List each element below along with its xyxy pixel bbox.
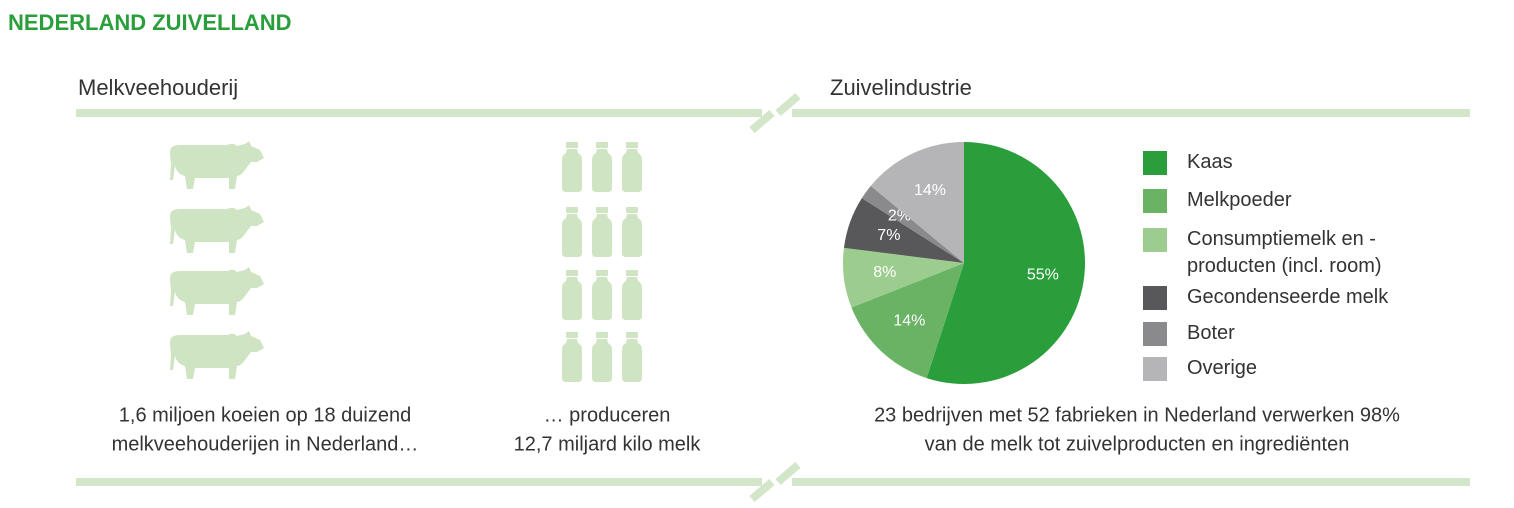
- slice-label: 14%: [914, 182, 946, 199]
- legend-label: Gecondenseerde melk: [1187, 286, 1389, 308]
- legend-swatch: [1143, 286, 1167, 310]
- legend-swatch: [1143, 151, 1167, 175]
- slice-label: 7%: [877, 227, 900, 244]
- caption-line: melkveehouderijen in Nederland…: [112, 433, 419, 455]
- legend-label: Consumptiemelk en -producten (incl. room…: [1187, 228, 1382, 277]
- pie-slice: [851, 263, 964, 379]
- legend-label: Kaas: [1187, 151, 1233, 173]
- legend-label: Overige: [1187, 357, 1258, 379]
- legend-item: Consumptiemelk en -producten (incl. room…: [1143, 228, 1427, 280]
- pie-slice: [870, 142, 964, 263]
- caption-line: van de melk tot zuivelproducten en ingre…: [925, 433, 1350, 455]
- legend-label: Melkpoeder: [1187, 189, 1292, 211]
- page-title: NEDERLAND ZUIVELLAND: [8, 10, 292, 35]
- legend-swatch: [1143, 357, 1167, 381]
- caption-line: 12,7 miljard kilo melk: [514, 433, 702, 455]
- section-heading: Zuivelindustrie: [830, 75, 972, 100]
- caption-line: 1,6 miljoen koeien op 18 duizend: [119, 404, 411, 426]
- divider-band: [76, 92, 1470, 503]
- cow-icons: [170, 141, 264, 379]
- caption-line: 23 bedrijven met 52 fabrieken in Nederla…: [874, 404, 1400, 426]
- legend-item: Overige: [1143, 357, 1467, 382]
- pie-slice: [861, 185, 964, 263]
- section-heading: Melkveehouderij: [78, 75, 238, 100]
- legend-swatch: [1143, 228, 1167, 252]
- pie-slice: [926, 142, 1085, 385]
- slice-label: 14%: [893, 312, 925, 329]
- pie-slice: [842, 247, 964, 308]
- legend-swatch: [1143, 189, 1167, 213]
- legend-item: Melkpoeder: [1143, 189, 1467, 214]
- caption-line: … produceren: [544, 404, 671, 426]
- pie-chart: 55%14%8%7%2%14%: [842, 142, 1085, 385]
- slice-label: 8%: [873, 264, 896, 281]
- legend-item: Gecondenseerde melk: [1143, 286, 1467, 311]
- legend-item: Boter: [1143, 322, 1467, 347]
- legend-swatch: [1143, 322, 1167, 346]
- legend-item: Kaas: [1143, 151, 1467, 176]
- slice-label: 55%: [1027, 267, 1059, 284]
- pie-slice: [843, 198, 964, 263]
- legend-label: Boter: [1187, 322, 1235, 344]
- bottle-icons: [562, 142, 642, 382]
